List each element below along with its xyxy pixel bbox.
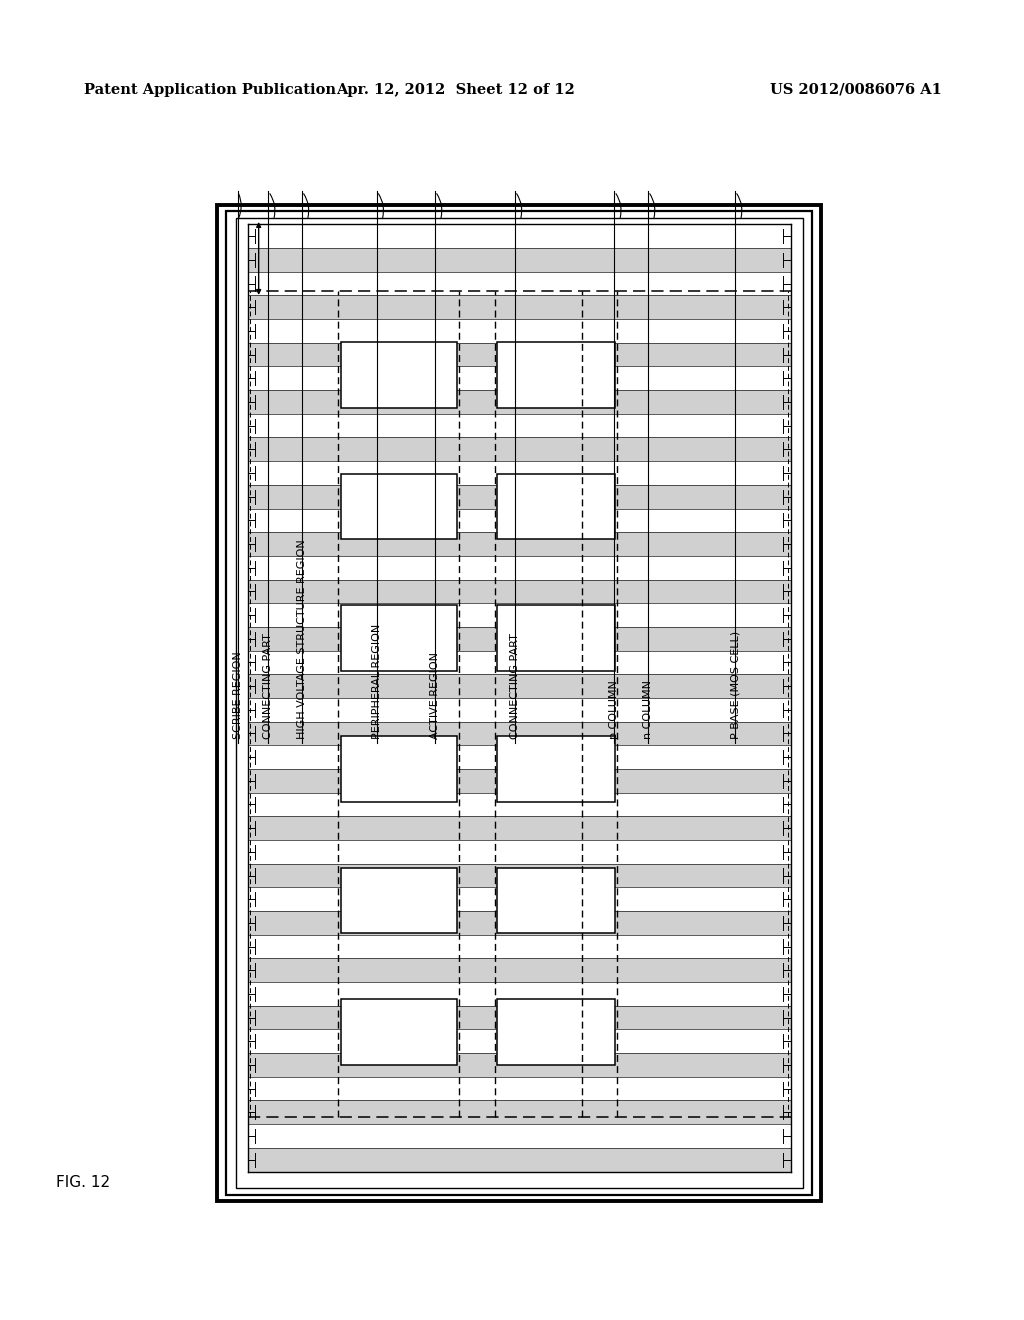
Bar (248, 437, 791, 461)
Bar (497, 737, 615, 803)
Bar (248, 770, 791, 792)
Bar (341, 342, 457, 408)
Bar (341, 474, 457, 540)
Text: n COLUMN: n COLUMN (643, 680, 653, 739)
Bar (226, 211, 812, 1195)
Bar (248, 816, 791, 840)
Bar (341, 999, 457, 1065)
Bar (248, 863, 791, 887)
Text: PERIPHERAL REGION: PERIPHERAL REGION (372, 624, 382, 739)
Text: Patent Application Publication: Patent Application Publication (84, 83, 336, 96)
Text: CONNECTING PART: CONNECTING PART (510, 634, 520, 739)
Bar (248, 1101, 791, 1125)
Text: SCRIBE REGION: SCRIBE REGION (232, 652, 243, 739)
Bar (248, 1053, 791, 1077)
Bar (217, 205, 821, 1201)
Bar (248, 391, 791, 413)
Bar (341, 605, 457, 671)
Bar (236, 218, 803, 1188)
Text: P BASE (MOS CELL): P BASE (MOS CELL) (730, 631, 740, 739)
Bar (248, 579, 791, 603)
Bar (248, 532, 791, 556)
Bar (248, 248, 791, 272)
Bar (248, 911, 791, 935)
Bar (248, 627, 791, 651)
Bar (248, 1148, 791, 1172)
Bar (248, 1006, 791, 1030)
Bar (497, 999, 615, 1065)
Bar (497, 342, 615, 408)
Bar (497, 474, 615, 540)
Text: ACTIVE REGION: ACTIVE REGION (430, 652, 440, 739)
Bar (497, 867, 615, 933)
Bar (248, 958, 791, 982)
Text: FIG. 12: FIG. 12 (56, 1175, 111, 1189)
Bar (248, 675, 791, 698)
Text: HIGH VOLTAGE STRUCTURE REGION: HIGH VOLTAGE STRUCTURE REGION (297, 540, 307, 739)
Text: CONNECTING PART: CONNECTING PART (263, 634, 273, 739)
Bar (497, 605, 615, 671)
Bar (248, 343, 791, 367)
Text: p COLUMN: p COLUMN (609, 680, 620, 739)
Bar (341, 737, 457, 803)
Bar (248, 722, 791, 746)
Text: US 2012/0086076 A1: US 2012/0086076 A1 (770, 83, 942, 96)
Bar (248, 484, 791, 508)
Text: Apr. 12, 2012  Sheet 12 of 12: Apr. 12, 2012 Sheet 12 of 12 (336, 83, 575, 96)
Bar (248, 296, 791, 319)
Bar (341, 867, 457, 933)
